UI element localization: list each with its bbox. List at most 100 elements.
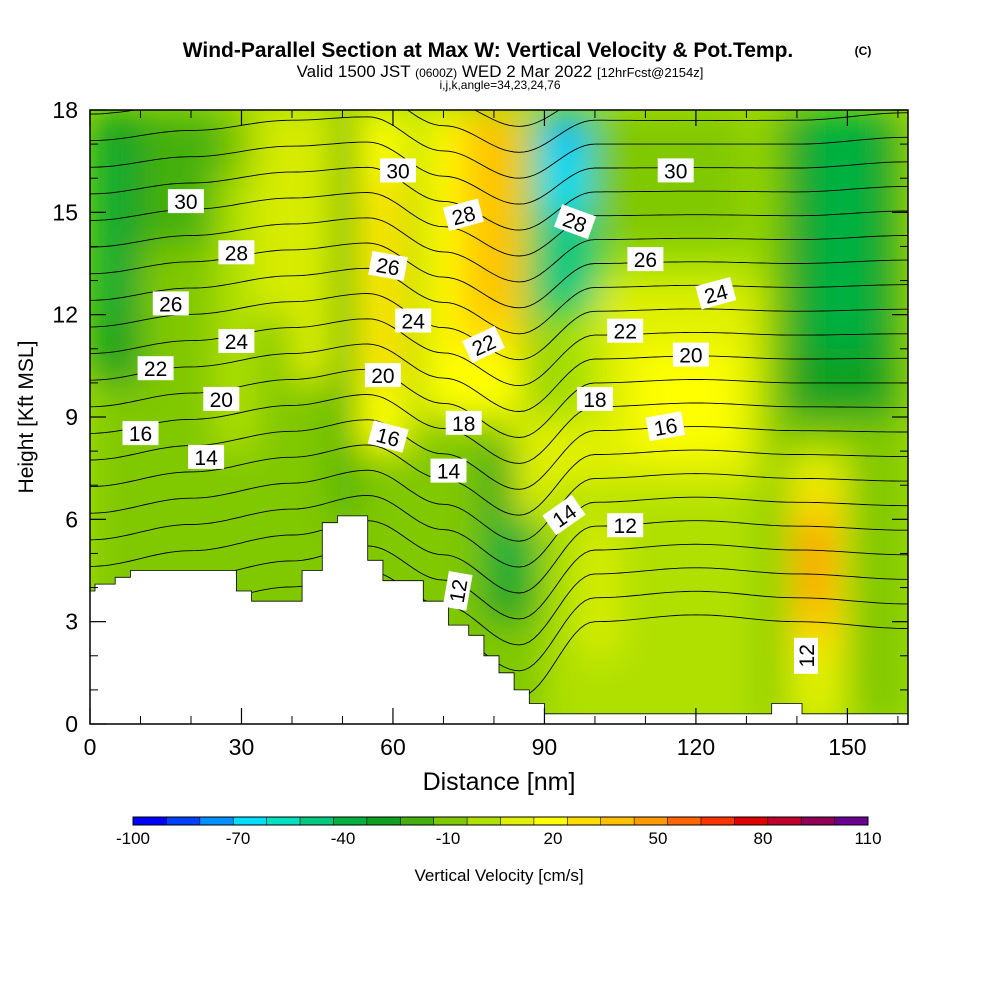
velocity-cell-19 <box>554 110 575 145</box>
svg-text:18: 18 <box>452 413 475 436</box>
contour-label-16: 16 <box>122 421 159 446</box>
colorbar-swatch <box>834 817 869 825</box>
velocity-cell-31 <box>807 519 823 588</box>
velocity-cell-7 <box>332 110 358 520</box>
subtitle-grid: i,j,k,angle=34,23,24,76 <box>439 78 560 92</box>
svg-text:26: 26 <box>634 249 657 272</box>
svg-text:28: 28 <box>225 242 248 265</box>
svg-text:16: 16 <box>652 414 679 441</box>
subtitle-forecast: [12hrFcst@2154z] <box>597 65 703 80</box>
svg-text:30: 30 <box>174 191 197 214</box>
svg-text:24: 24 <box>402 311 426 334</box>
contour-label-14: 14 <box>430 458 467 484</box>
y-tick-label: 12 <box>52 302 78 328</box>
colorbar-swatch <box>166 817 201 825</box>
colorbar-tick-label: 20 <box>544 829 563 848</box>
y-tick-label: 0 <box>65 711 78 737</box>
svg-text:22: 22 <box>614 321 637 344</box>
colorbar-swatch <box>667 817 702 825</box>
colorbar-tick-label: 50 <box>649 829 668 848</box>
colorbar-swatch <box>433 817 468 825</box>
velocity-cell-3 <box>140 110 222 247</box>
velocity-cell-2 <box>100 144 121 315</box>
colorbar-swatch <box>333 817 368 825</box>
svg-text:20: 20 <box>210 389 233 412</box>
colorbar-swatch <box>801 817 835 825</box>
y-tick-label: 18 <box>52 97 78 123</box>
colorbar-swatch <box>467 817 501 825</box>
x-tick-label: 90 <box>532 734 558 760</box>
contour-label-18: 18 <box>576 386 613 412</box>
contour-label-24: 24 <box>218 329 255 354</box>
contour-label-26: 26 <box>368 250 408 281</box>
svg-text:14: 14 <box>194 447 218 470</box>
contour-label-26: 26 <box>152 291 189 316</box>
x-tick-label: 150 <box>828 734 866 760</box>
contour-label-22: 22 <box>607 318 644 344</box>
colorbar-swatch <box>567 817 602 825</box>
plot-area: 3028262422201614302826242220181614121428… <box>90 110 908 724</box>
theta-contour-30 <box>90 141 908 205</box>
colorbar-label: Vertical Velocity [cm/s] <box>414 866 583 885</box>
contour-labels: 3028262422201614302826242220181614121428… <box>122 158 819 674</box>
contour-label-20: 20 <box>203 386 240 412</box>
contour-label-20: 20 <box>672 342 709 368</box>
theta-contour-19 <box>90 419 908 490</box>
velocity-cell-5 <box>256 110 287 315</box>
colorbar-swatch <box>767 817 802 825</box>
y-tick-label: 15 <box>52 199 78 225</box>
theta-contour-25 <box>90 267 908 335</box>
theta-contour-29 <box>90 166 908 231</box>
theta-contour-27 <box>90 217 908 283</box>
svg-text:14: 14 <box>437 461 461 484</box>
y-tick-label: 6 <box>65 506 78 532</box>
theta-contour-18 <box>90 444 908 516</box>
svg-text:30: 30 <box>664 160 687 183</box>
x-tick-label: 30 <box>229 734 255 760</box>
contour-label-26: 26 <box>627 247 664 272</box>
svg-text:26: 26 <box>159 293 182 316</box>
theta-contour-33 <box>473 110 561 127</box>
contour-label-30: 30 <box>380 158 416 183</box>
theta-contour-24 <box>90 293 908 361</box>
contour-label-12: 12 <box>442 571 473 611</box>
svg-text:12: 12 <box>796 644 819 667</box>
svg-text:12: 12 <box>446 578 473 605</box>
colorbar-tick-label: -10 <box>436 829 461 848</box>
theta-contour-32 <box>90 110 908 153</box>
theta-contour-16 <box>90 495 908 568</box>
contour-label-20: 20 <box>364 363 401 388</box>
contour-label-14: 14 <box>188 444 225 470</box>
colorbar-swatch <box>133 817 167 825</box>
contour-label-24: 24 <box>395 308 432 334</box>
x-tick-label: 0 <box>84 734 97 760</box>
velocity-cell-27 <box>807 110 878 349</box>
y-tick-label: 3 <box>65 609 78 635</box>
contour-label-30: 30 <box>657 158 694 183</box>
x-tick-label: 120 <box>677 734 715 760</box>
svg-text:18: 18 <box>583 389 606 412</box>
colorbar-swatch <box>300 817 334 825</box>
contour-label-30: 30 <box>167 189 204 214</box>
colorbar: -100 -70 -40 -10 20 50 80 110 <box>116 816 882 848</box>
colorbar-tick-label: -40 <box>331 829 356 848</box>
colorbar-tick-label: -70 <box>226 829 251 848</box>
colorbar-swatch <box>634 817 668 825</box>
colorbar-swatch <box>199 817 234 825</box>
theta-contour-28 <box>90 192 908 257</box>
colorbar-tick-label: -100 <box>116 829 150 848</box>
contour-label-16: 16 <box>645 411 686 442</box>
svg-text:12: 12 <box>614 515 637 538</box>
colorbar-swatch <box>533 817 568 825</box>
velocity-cell-15 <box>493 519 525 588</box>
colorbar-swatch <box>600 817 635 825</box>
subtitle-date: WED 2 Mar 2022 <box>462 62 592 81</box>
contour-label-28: 28 <box>218 240 255 265</box>
svg-text:26: 26 <box>374 254 401 281</box>
theta-contour-15 <box>90 520 908 594</box>
colorbar-tick-label: 110 <box>854 829 881 848</box>
colorbar-swatch <box>366 817 401 825</box>
colorbar-swatch <box>266 817 301 825</box>
contour-label-12: 12 <box>607 513 644 538</box>
theta-contour-22 <box>90 343 908 412</box>
